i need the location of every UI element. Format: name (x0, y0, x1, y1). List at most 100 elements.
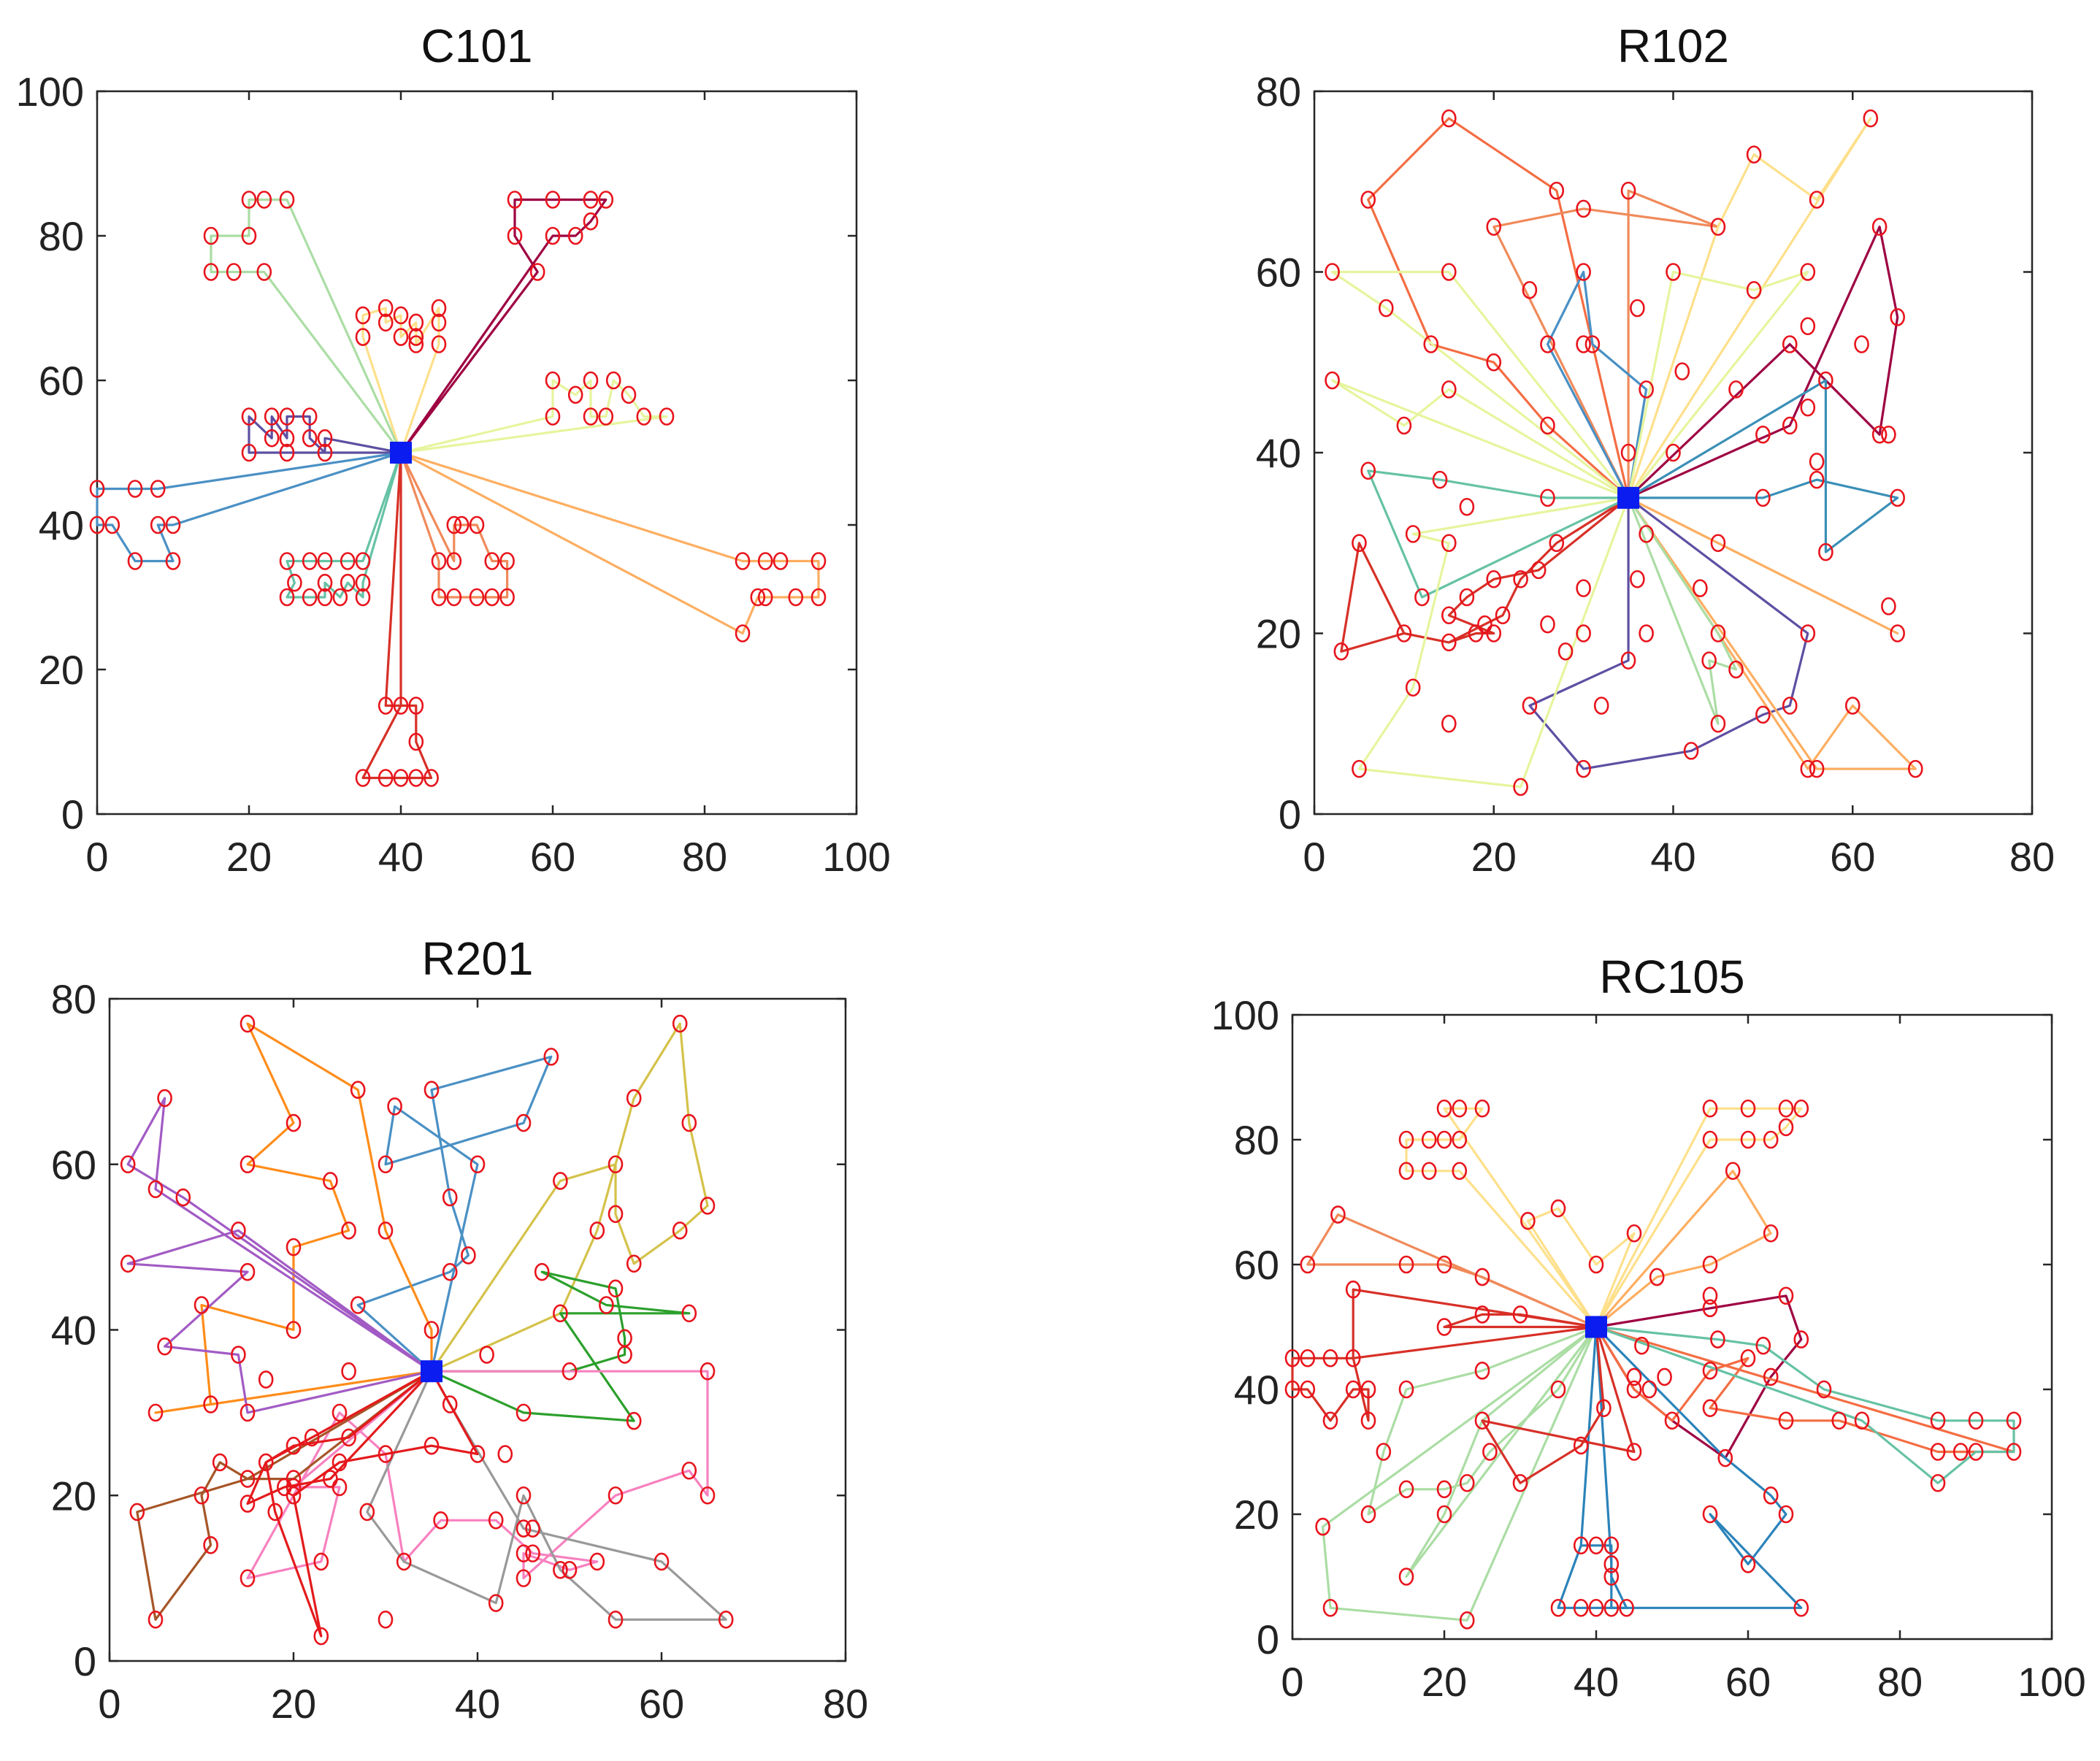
customer-point (1345, 1348, 1361, 1367)
customer-point (1626, 1367, 1642, 1386)
route-line (1595, 1326, 1803, 1609)
customer-point (256, 263, 272, 281)
customer-point (226, 263, 242, 281)
customer-point (378, 1611, 394, 1629)
customer-point (286, 1436, 302, 1455)
customer-point (393, 306, 409, 325)
customer-point (1746, 280, 1762, 299)
y-tick-label: 20 (1234, 1492, 1279, 1538)
customer-point (497, 1445, 513, 1463)
customer-point (529, 263, 545, 281)
customer-point (1360, 191, 1376, 209)
customer-point (757, 552, 773, 570)
customer-point (378, 697, 394, 715)
customer-point (1626, 1443, 1642, 1461)
route-line (136, 1370, 432, 1621)
customer-point (1755, 705, 1771, 724)
customer-point (583, 371, 599, 390)
customer-point (1871, 425, 1888, 444)
customer-point (127, 552, 143, 570)
customer-point (1755, 488, 1771, 507)
route-line (430, 1022, 709, 1373)
customer-point (1763, 1130, 1779, 1149)
y-tick-label: 0 (1257, 1616, 1279, 1662)
customer-point (1398, 1568, 1414, 1586)
customer-point (89, 480, 105, 498)
customer-point (147, 1611, 164, 1629)
customer-point (545, 226, 561, 245)
customer-point (672, 1014, 688, 1033)
customer-point (1576, 579, 1591, 597)
y-tick-label: 20 (39, 647, 84, 693)
customer-point (408, 313, 424, 332)
customer-point (735, 624, 751, 642)
customer-point (1746, 145, 1762, 164)
panel-title: R102 (1617, 20, 1729, 72)
customer-point (589, 1552, 605, 1571)
panel-title: RC105 (1599, 951, 1744, 1003)
customer-point (241, 443, 257, 462)
customer-point (1782, 335, 1798, 353)
customer-point (1300, 1255, 1316, 1274)
customer-point (1800, 317, 1816, 336)
customer-point (424, 1321, 440, 1339)
route-line (1627, 270, 1809, 499)
customer-point (1953, 1443, 1969, 1461)
customer-point (157, 1337, 172, 1356)
customer-point (1522, 280, 1538, 299)
route-line (1627, 497, 1738, 725)
customer-point (507, 191, 523, 209)
customer-point (1441, 109, 1457, 128)
customer-point (811, 588, 827, 607)
customer-point (1300, 1348, 1316, 1367)
customer-point (1816, 1380, 1832, 1399)
customer-point (1398, 1162, 1414, 1181)
customer-point (1683, 742, 1699, 760)
route-line (1628, 496, 1899, 635)
x-tick-label: 80 (1877, 1659, 1923, 1705)
customer-point (287, 573, 302, 592)
customer-point (165, 552, 181, 570)
customer-point (442, 1188, 458, 1207)
customer-point (1809, 453, 1825, 471)
customer-point (408, 335, 424, 353)
customer-point (1414, 588, 1430, 607)
customer-point (1800, 263, 1816, 281)
customer-point (2006, 1443, 2022, 1461)
customer-point (1603, 1568, 1620, 1586)
x-tick-label: 40 (1650, 834, 1695, 880)
customer-point (1740, 1130, 1756, 1149)
x-tick-label: 60 (530, 834, 575, 880)
customer-point (1284, 1348, 1300, 1367)
route-line (1340, 496, 1630, 653)
customer-point (534, 1262, 550, 1281)
customer-point (1300, 1380, 1316, 1399)
customer-point (147, 1180, 164, 1199)
x-tick-label: 40 (455, 1681, 500, 1727)
customer-point (1763, 1224, 1779, 1243)
route-line (248, 415, 402, 454)
customer-point (1763, 1486, 1779, 1505)
customer-point (1641, 1380, 1658, 1399)
customer-point (241, 226, 257, 245)
route-line (1405, 1107, 1598, 1328)
customer-point (279, 429, 295, 448)
customer-point (203, 1395, 218, 1413)
customer-point (323, 1470, 338, 1488)
customer-point (1576, 263, 1591, 281)
customer-point (359, 1503, 375, 1522)
route-line (1481, 1327, 1636, 1484)
customer-point (1639, 624, 1654, 642)
customer-point (1436, 1505, 1452, 1524)
customer-point (608, 1279, 624, 1298)
customer-point (1619, 1598, 1634, 1617)
customer-point (193, 1296, 210, 1314)
customer-point (387, 1097, 402, 1116)
customer-point (1550, 1199, 1566, 1218)
customer-point (543, 1048, 559, 1066)
customer-point (340, 573, 356, 592)
axes-frame (1313, 90, 2034, 816)
customer-point (1474, 1267, 1490, 1286)
route-line (361, 452, 433, 780)
customer-point (258, 1453, 274, 1472)
